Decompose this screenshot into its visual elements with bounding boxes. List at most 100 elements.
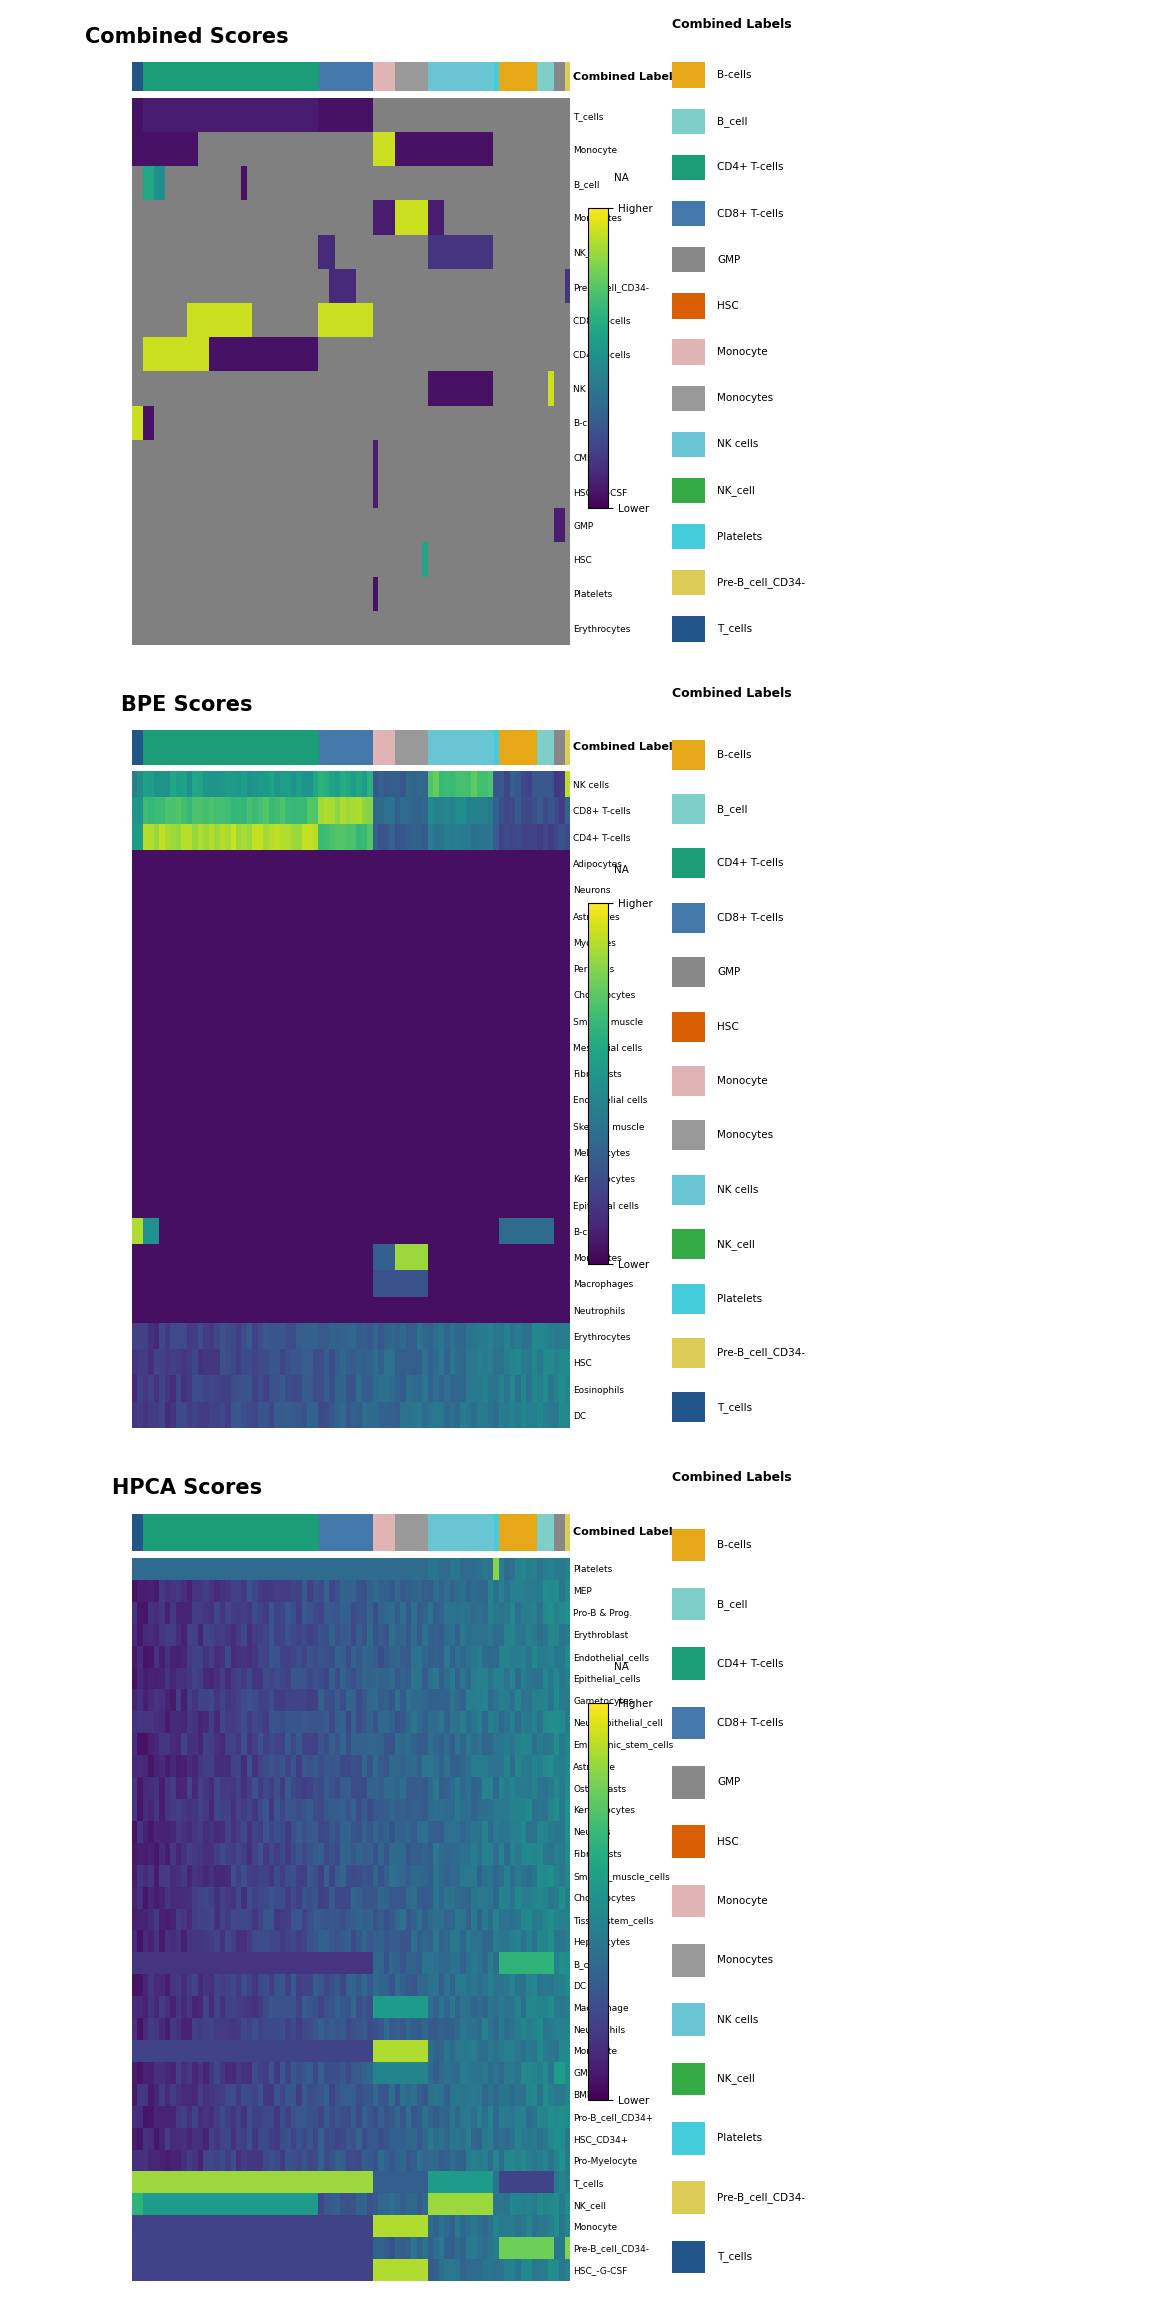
Bar [445,62,449,92]
Bar [187,62,192,92]
Bar [538,730,543,765]
Bar [429,62,433,92]
Bar [543,62,548,92]
Bar [280,730,286,765]
Text: T_cells: T_cells [718,1401,752,1412]
Bar [220,730,226,765]
FancyBboxPatch shape [672,62,705,88]
Bar [214,1514,220,1551]
Bar [230,62,236,92]
Text: NK cells: NK cells [718,1184,759,1196]
FancyBboxPatch shape [672,1707,705,1740]
Bar [526,1514,532,1551]
Bar [308,1514,313,1551]
Bar [483,1514,488,1551]
Text: Platelets: Platelets [718,2134,763,2143]
Bar [461,730,467,765]
Bar [401,62,407,92]
Bar [483,730,488,765]
Bar [220,62,226,92]
Bar [395,730,401,765]
Bar [449,730,455,765]
Bar [210,62,214,92]
Bar [548,730,554,765]
Bar [449,1514,455,1551]
Bar [149,730,154,765]
FancyBboxPatch shape [672,1230,705,1260]
Text: B-cells: B-cells [718,749,752,760]
Bar [226,62,230,92]
Bar [335,730,341,765]
Bar [472,730,477,765]
Bar [423,62,429,92]
Bar [526,730,532,765]
Bar [324,62,329,92]
Bar [198,62,204,92]
Text: Platelets: Platelets [718,1293,763,1304]
Bar [182,1514,187,1551]
Text: T_cells: T_cells [718,2251,752,2263]
Bar [488,1514,493,1551]
Bar [389,1514,395,1551]
Bar [236,730,242,765]
Bar [335,62,341,92]
Bar [318,1514,324,1551]
Bar [154,62,160,92]
Bar [526,62,532,92]
Bar [302,62,308,92]
Bar [275,62,280,92]
Bar [411,730,417,765]
Bar [429,1514,433,1551]
Bar [521,730,526,765]
Bar [160,1514,166,1551]
Bar [554,1514,560,1551]
Bar [346,62,351,92]
Bar [367,62,373,92]
FancyBboxPatch shape [672,1011,705,1041]
Text: CD8+ T-cells: CD8+ T-cells [718,210,783,219]
Bar [494,1514,499,1551]
Bar [439,62,445,92]
Bar [230,730,236,765]
FancyBboxPatch shape [672,1283,705,1313]
Bar [275,730,280,765]
Bar [554,730,560,765]
Bar [291,62,296,92]
Text: B-cells: B-cells [718,1539,752,1551]
Bar [341,62,346,92]
Bar [318,62,324,92]
Bar [258,1514,264,1551]
Bar [264,62,270,92]
Bar [407,730,411,765]
Bar [214,62,220,92]
Bar [467,730,472,765]
Bar [423,730,429,765]
Text: NK cells: NK cells [718,440,759,449]
Bar [286,730,291,765]
Bar [367,730,373,765]
Bar [132,730,138,765]
FancyBboxPatch shape [672,795,705,825]
Text: B_cell: B_cell [718,115,748,127]
Bar [170,730,176,765]
FancyBboxPatch shape [672,2239,705,2274]
Bar [521,1514,526,1551]
Bar [154,1514,160,1551]
Bar [488,730,493,765]
Bar [472,62,477,92]
Bar [362,730,367,765]
Bar [477,62,483,92]
Bar [270,1514,274,1551]
Bar [445,730,449,765]
Bar [488,62,493,92]
FancyBboxPatch shape [672,108,705,134]
Bar [204,62,210,92]
Text: GMP: GMP [718,968,741,977]
Bar [308,730,313,765]
Text: NA: NA [614,864,629,876]
Text: GMP: GMP [718,256,741,265]
Bar [204,1514,210,1551]
Bar [308,62,313,92]
Bar [483,62,488,92]
Bar [560,62,564,92]
